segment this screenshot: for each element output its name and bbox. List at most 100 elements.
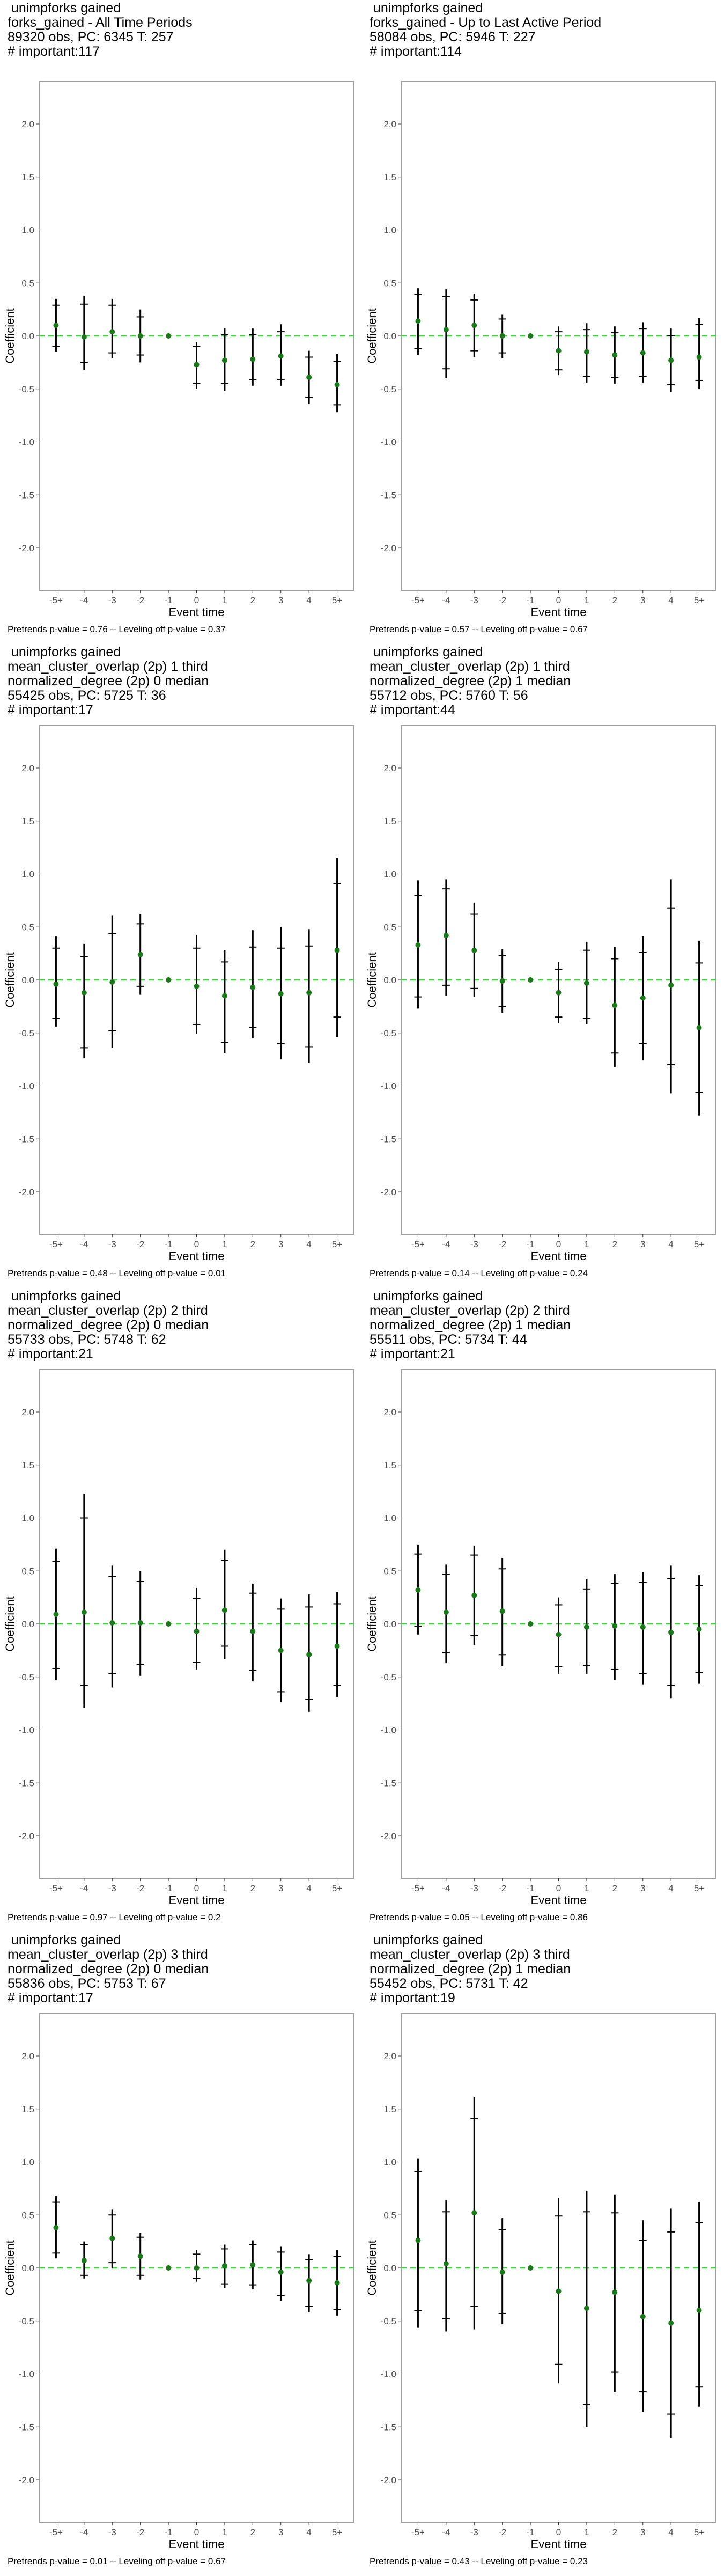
x-tick-label: -4 bbox=[80, 595, 88, 605]
title-line: 58084 obs, PC: 5946 T: 227 bbox=[370, 30, 536, 45]
x-tick-label: 2 bbox=[612, 2527, 617, 2537]
chart-panel: unimpforks gained mean_cluster_overlap (2… bbox=[362, 644, 724, 1288]
p-value-footer: Pretrends p-value = 0.48 -- Leveling off… bbox=[8, 1268, 226, 1278]
title-line: forks_gained - All Time Periods bbox=[8, 15, 193, 30]
chart-title: unimpforks gained mean_cluster_overlap (2… bbox=[370, 1933, 571, 2006]
chart-title: unimpforks gained mean_cluster_overlap (2… bbox=[8, 1933, 209, 2006]
title-line: # important:114 bbox=[370, 44, 462, 59]
estimate-point bbox=[583, 2306, 589, 2311]
estimate-point bbox=[583, 1624, 589, 1630]
x-tick-label: 1 bbox=[584, 595, 589, 605]
y-tick-label: -1.0 bbox=[381, 1725, 396, 1736]
estimate-point bbox=[109, 979, 115, 985]
estimate-point bbox=[53, 1612, 59, 1618]
estimate-point bbox=[334, 947, 340, 953]
y-tick-label: -2.0 bbox=[381, 543, 396, 553]
y-tick-label: 2.0 bbox=[383, 2051, 396, 2061]
x-tick-label: 2 bbox=[612, 1239, 617, 1249]
title-line: 55836 obs, PC: 5753 T: 67 bbox=[8, 1976, 166, 1991]
x-tick-label: 3 bbox=[640, 595, 645, 605]
title-line: unimpforks gained bbox=[8, 1, 121, 16]
estimate-point bbox=[696, 1626, 702, 1632]
x-tick-label: 1 bbox=[584, 1883, 589, 1893]
title-line: # important:44 bbox=[370, 702, 455, 718]
x-tick-label: 2 bbox=[250, 1239, 255, 1249]
y-tick-label: 0.0 bbox=[383, 2263, 396, 2273]
estimate-point bbox=[81, 334, 87, 340]
y-tick-label: 1.0 bbox=[383, 1513, 396, 1524]
x-tick-label: 1 bbox=[222, 1883, 227, 1893]
estimate-point bbox=[668, 1629, 674, 1635]
y-tick-label: 0.0 bbox=[383, 1619, 396, 1629]
x-tick-label: -4 bbox=[442, 1883, 450, 1893]
x-tick-label: -5+ bbox=[49, 595, 63, 605]
title-line: mean_cluster_overlap (2p) 3 third bbox=[8, 1947, 208, 1962]
y-axis-title: Coefficient bbox=[3, 2240, 17, 2296]
y-tick-label: 1.5 bbox=[383, 2104, 396, 2114]
estimate-point bbox=[583, 349, 589, 355]
x-tick-label: 5+ bbox=[694, 1883, 704, 1893]
estimate-point bbox=[415, 1587, 421, 1593]
title-line: 55425 obs, PC: 5725 T: 36 bbox=[8, 688, 166, 703]
estimate-point bbox=[415, 2237, 421, 2243]
p-value-footer: Pretrends p-value = 0.01 -- Leveling off… bbox=[8, 2556, 226, 2566]
x-tick-label: -3 bbox=[108, 595, 116, 605]
x-axis-title: Event time bbox=[169, 605, 225, 619]
y-tick-label: -2.0 bbox=[19, 1831, 34, 1841]
estimate-point bbox=[640, 350, 646, 356]
x-tick-label: 1 bbox=[222, 1239, 227, 1249]
y-tick-label: 2.0 bbox=[21, 119, 34, 129]
chart-title: unimpforks gained mean_cluster_overlap (2… bbox=[8, 645, 209, 718]
title-line: mean_cluster_overlap (2p) 2 third bbox=[8, 1303, 208, 1318]
x-axis-title: Event time bbox=[531, 1249, 587, 1263]
estimate-point bbox=[53, 981, 59, 987]
title-line: 89320 obs, PC: 6345 T: 257 bbox=[8, 30, 174, 45]
estimate-point bbox=[137, 333, 143, 339]
estimate-point bbox=[499, 1608, 505, 1614]
x-tick-label: -4 bbox=[442, 2527, 450, 2537]
estimate-point bbox=[137, 1620, 143, 1626]
estimate-point bbox=[640, 1624, 646, 1630]
y-tick-label: -1.0 bbox=[381, 2369, 396, 2380]
title-line: unimpforks gained bbox=[370, 1289, 483, 1304]
plot-area: 2.0 1.5 1.0 0.5 0.0 -0.5 -1.0 -1.5 -2.0 -5+ -4 -3 -2… bbox=[365, 1369, 716, 1907]
p-value-footer: Pretrends p-value = 0.76 -- Leveling off… bbox=[8, 624, 226, 634]
x-tick-label: 1 bbox=[222, 2527, 227, 2537]
y-tick-label: -0.5 bbox=[381, 1028, 396, 1038]
title-line: # important:19 bbox=[370, 1990, 455, 2006]
chart-panel: unimpforks gained mean_cluster_overlap (2… bbox=[0, 1932, 362, 2576]
y-tick-label: -1.5 bbox=[381, 1778, 396, 1788]
plot-area: 2.0 1.5 1.0 0.5 0.0 -0.5 -1.0 -1.5 -2.0 -5+ -4 -3 -2… bbox=[365, 725, 716, 1263]
estimate-point bbox=[166, 977, 172, 983]
y-axis-title: Coefficient bbox=[3, 1596, 17, 1652]
x-tick-label: 2 bbox=[612, 1883, 617, 1893]
plot-area: 2.0 1.5 1.0 0.5 0.0 -0.5 -1.0 -1.5 -2.0 -5+ -4 -3 -2… bbox=[3, 725, 354, 1263]
y-axis-title: Coefficient bbox=[365, 308, 379, 364]
plot-area: 2.0 1.5 1.0 0.5 0.0 -0.5 -1.0 -1.5 -2.0 -5+ -4 -3 -2… bbox=[3, 2013, 354, 2551]
estimate-point bbox=[53, 323, 59, 328]
x-tick-label: -4 bbox=[442, 595, 450, 605]
y-tick-label: 0.5 bbox=[383, 1566, 396, 1576]
y-tick-label: -1.5 bbox=[19, 490, 34, 500]
estimate-point bbox=[250, 984, 256, 990]
title-line: normalized_degree (2p) 1 median bbox=[370, 1962, 571, 1977]
y-tick-label: -0.5 bbox=[19, 2316, 34, 2326]
x-tick-label: 0 bbox=[194, 1239, 199, 1249]
title-line: # important:17 bbox=[8, 702, 93, 718]
y-tick-label: -1.0 bbox=[19, 1081, 34, 1092]
chart-panel: unimpforks gained mean_cluster_overlap (2… bbox=[0, 644, 362, 1288]
estimate-point bbox=[556, 348, 562, 354]
y-tick-label: 0.0 bbox=[21, 331, 34, 341]
estimate-point bbox=[221, 357, 227, 363]
y-tick-label: 2.0 bbox=[383, 119, 396, 129]
p-value-footer: Pretrends p-value = 0.57 -- Leveling off… bbox=[370, 624, 588, 634]
y-tick-label: 1.0 bbox=[21, 2157, 34, 2168]
p-value-footer: Pretrends p-value = 0.05 -- Leveling off… bbox=[370, 1912, 588, 1922]
x-tick-label: 1 bbox=[584, 2527, 589, 2537]
y-tick-label: 0.5 bbox=[21, 922, 34, 932]
x-tick-label: -3 bbox=[108, 1239, 116, 1249]
x-axis-title: Event time bbox=[531, 2537, 587, 2551]
y-tick-label: -1.0 bbox=[381, 437, 396, 448]
estimate-point bbox=[499, 333, 505, 339]
estimate-point bbox=[250, 2262, 256, 2268]
